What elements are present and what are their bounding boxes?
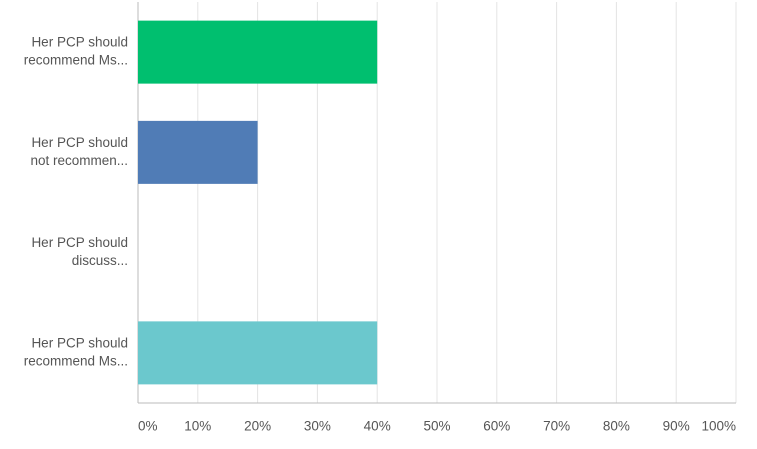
x-tick-label: 80% bbox=[603, 419, 630, 434]
y-tick-label: Her PCP should bbox=[31, 235, 128, 250]
x-tick-label: 40% bbox=[364, 419, 391, 434]
bar bbox=[138, 321, 378, 385]
x-tick-label: 50% bbox=[423, 419, 450, 434]
x-tick-label: 100% bbox=[701, 419, 736, 434]
x-tick-label: 70% bbox=[543, 419, 570, 434]
x-tick-label: 0% bbox=[138, 419, 158, 434]
x-tick-label: 30% bbox=[304, 419, 331, 434]
y-tick-label: not recommen... bbox=[30, 153, 128, 168]
y-tick-label: Her PCP should bbox=[31, 135, 128, 150]
y-tick-label: discuss... bbox=[72, 253, 128, 268]
x-tick-label: 20% bbox=[244, 419, 271, 434]
y-tick-label: Her PCP should bbox=[31, 35, 128, 50]
x-tick-label: 90% bbox=[663, 419, 690, 434]
y-tick-label: recommend Ms... bbox=[24, 53, 128, 68]
y-tick-label: Her PCP should bbox=[31, 335, 128, 350]
bar bbox=[138, 20, 378, 84]
bar bbox=[138, 120, 258, 184]
y-tick-label: recommend Ms... bbox=[24, 353, 128, 368]
x-tick-label: 60% bbox=[483, 419, 510, 434]
x-tick-label: 10% bbox=[184, 419, 211, 434]
